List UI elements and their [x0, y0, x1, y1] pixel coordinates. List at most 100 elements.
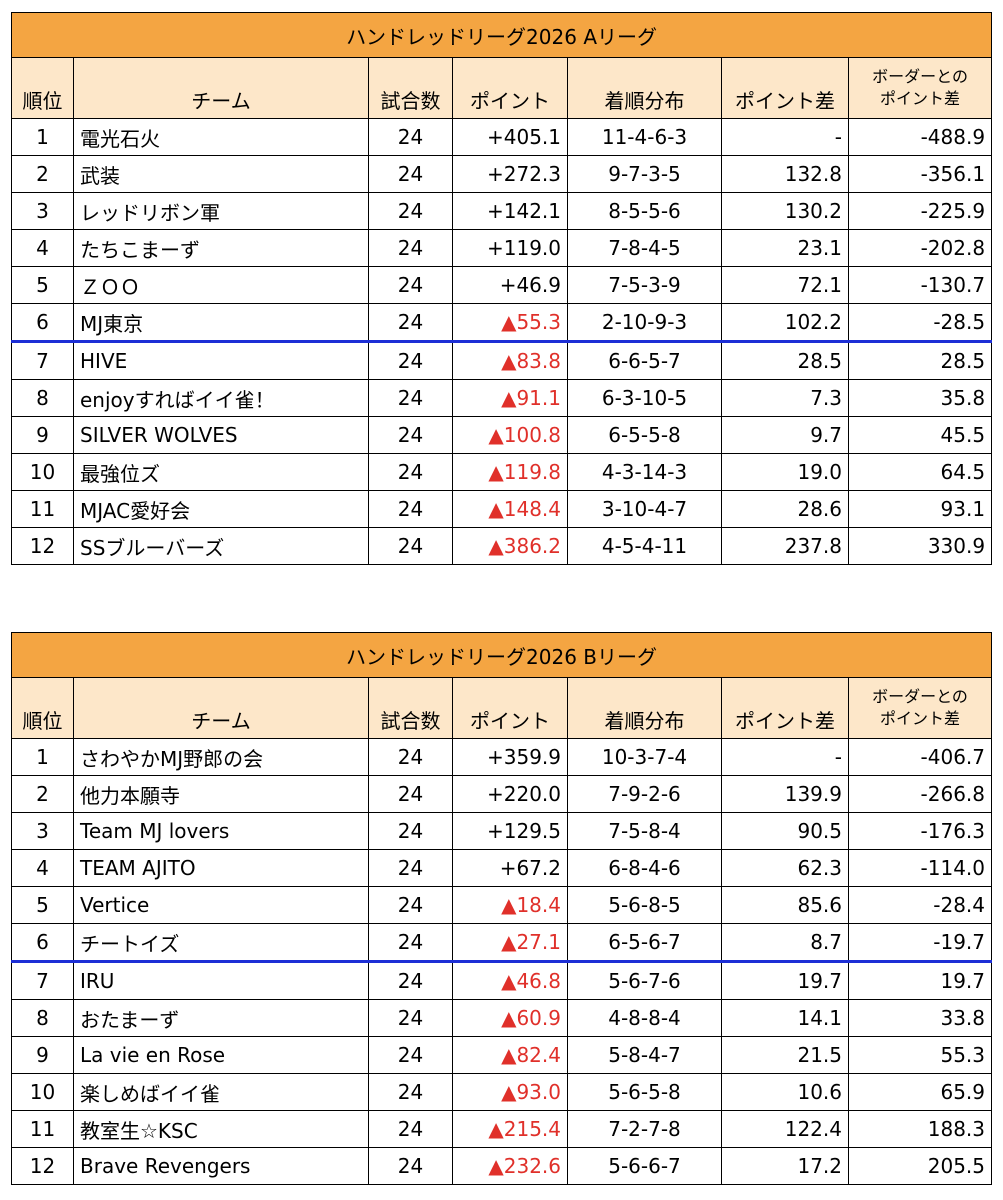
points-diff-cell: 19.0	[721, 453, 849, 491]
border-diff-cell: -114.0	[847, 849, 993, 887]
table-row: 7 HIVE 24 ▲83.8 6-6-5-7 28.5 28.5	[11, 341, 993, 380]
table-row: 3 レッドリボン軍 24 +142.1 8-5-5-6 130.2 -225.9	[11, 192, 993, 230]
distribution-cell: 4-3-14-3	[567, 453, 722, 491]
team-name-cell: TEAM AJITO	[73, 849, 369, 887]
table-row: 5 Vertice 24 ▲18.4 5-6-8-5 85.6 -28.4	[11, 886, 993, 924]
games-cell: 24	[368, 961, 453, 1000]
border-diff-cell: 19.7	[847, 961, 993, 1000]
distribution-cell: 5-6-7-6	[567, 961, 722, 1000]
team-name-cell: 電光石火	[73, 118, 369, 156]
distribution-cell: 3-10-4-7	[567, 490, 722, 528]
rank-cell: 12	[11, 527, 74, 565]
distribution-cell: 7-2-7-8	[567, 1110, 722, 1148]
rank-cell: 9	[11, 1036, 74, 1074]
border-diff-cell: -266.8	[847, 775, 993, 813]
points-diff-cell: 122.4	[721, 1110, 849, 1148]
header-rank: 順位	[11, 57, 74, 119]
games-cell: 24	[368, 453, 453, 491]
header-distribution: 着順分布	[567, 677, 722, 739]
distribution-cell: 11-4-6-3	[567, 118, 722, 156]
header-border-diff-line2: ポイント差	[880, 89, 961, 108]
games-cell: 24	[368, 490, 453, 528]
table-row: 11 MJAC愛好会 24 ▲148.4 3-10-4-7 28.6 93.1	[11, 490, 993, 528]
team-name-cell: 教室生☆KSC	[73, 1110, 369, 1148]
games-cell: 24	[368, 527, 453, 565]
points-diff-cell: 19.7	[721, 961, 849, 1000]
table-row: 1 さわやかMJ野郎の会 24 +359.9 10-3-7-4- -406.7	[11, 738, 993, 776]
points-cell: ▲91.1	[452, 379, 568, 417]
points-diff-cell: 21.5	[721, 1036, 849, 1074]
distribution-cell: 7-5-8-4	[567, 812, 722, 850]
border-diff-cell: 188.3	[847, 1110, 993, 1148]
points-cell: +359.9	[452, 738, 568, 776]
distribution-cell: 9-7-3-5	[567, 155, 722, 193]
team-name-cell: ＺＯＯ	[73, 266, 369, 304]
games-cell: 24	[368, 341, 453, 380]
header-border-diff: ボーダーとの ポイント差	[847, 57, 993, 119]
points-diff-cell: 237.8	[721, 527, 849, 565]
points-cell: ▲119.8	[452, 453, 568, 491]
border-diff-cell: 64.5	[847, 453, 993, 491]
border-diff-cell: -28.5	[847, 303, 993, 343]
points-diff-cell: 23.1	[721, 229, 849, 267]
border-diff-cell: 205.5	[847, 1147, 993, 1185]
games-cell: 24	[368, 738, 453, 776]
games-cell: 24	[368, 1073, 453, 1111]
table-row: 2 武装 24 +272.3 9-7-3-5 132.8 -356.1	[11, 155, 993, 193]
rank-cell: 6	[11, 923, 74, 963]
border-diff-cell: 45.5	[847, 416, 993, 454]
points-diff-cell: 132.8	[721, 155, 849, 193]
league-b-standings: ハンドレッドリーグ2026 Bリーグ 順位 チーム 試合数 ポイント 着順分布 …	[10, 632, 993, 1185]
distribution-cell: 5-6-8-5	[567, 886, 722, 924]
games-cell: 24	[368, 118, 453, 156]
team-name-cell: さわやかMJ野郎の会	[73, 738, 369, 776]
header-border-diff-line1: ボーダーとの	[872, 67, 968, 86]
league-title: ハンドレッドリーグ2026 Aリーグ	[10, 12, 993, 58]
table-row: 10 最強位ズ 24 ▲119.8 4-3-14-3 19.0 64.5	[11, 453, 993, 491]
rank-cell: 10	[11, 453, 74, 491]
team-name-cell: レッドリボン軍	[73, 192, 369, 230]
points-diff-cell: 72.1	[721, 266, 849, 304]
table-row: 8 enjoyすればイイ雀！ 24 ▲91.1 6-3-10-5 7.3 35.8	[11, 379, 993, 417]
points-diff-cell: 7.3	[721, 379, 849, 417]
points-diff-cell: 28.5	[721, 341, 849, 380]
points-diff-cell: 10.6	[721, 1073, 849, 1111]
table-row: 11 教室生☆KSC 24 ▲215.4 7-2-7-8 122.4 188.3	[11, 1110, 993, 1148]
border-diff-cell: 35.8	[847, 379, 993, 417]
distribution-cell: 5-8-4-7	[567, 1036, 722, 1074]
header-border-diff: ボーダーとの ポイント差	[847, 677, 993, 739]
points-cell: ▲215.4	[452, 1110, 568, 1148]
team-name-cell: SSブルーバーズ	[73, 527, 369, 565]
points-diff-cell: 17.2	[721, 1147, 849, 1185]
border-diff-cell: 93.1	[847, 490, 993, 528]
games-cell: 24	[368, 303, 453, 343]
points-cell: ▲148.4	[452, 490, 568, 528]
rank-cell: 6	[11, 303, 74, 343]
points-cell: ▲46.8	[452, 961, 568, 1000]
points-cell: +46.9	[452, 266, 568, 304]
points-diff-cell: 8.7	[721, 923, 849, 963]
points-cell: ▲27.1	[452, 923, 568, 963]
games-cell: 24	[368, 416, 453, 454]
border-diff-cell: -488.9	[847, 118, 993, 156]
points-diff-cell: 102.2	[721, 303, 849, 343]
rank-cell: 11	[11, 490, 74, 528]
distribution-cell: 7-9-2-6	[567, 775, 722, 813]
standings-table: ハンドレッドリーグ2026 Aリーグ 順位 チーム 試合数 ポイント 着順分布 …	[10, 12, 993, 565]
rank-cell: 8	[11, 999, 74, 1037]
rank-cell: 4	[11, 229, 74, 267]
team-name-cell: おたまーず	[73, 999, 369, 1037]
table-row: 10 楽しめばイイ雀 24 ▲93.0 5-6-5-8 10.6 65.9	[11, 1073, 993, 1111]
team-name-cell: HIVE	[73, 341, 369, 380]
table-row: 6 MJ東京 24 ▲55.3 2-10-9-3 102.2 -28.5	[11, 303, 993, 343]
distribution-cell: 6-3-10-5	[567, 379, 722, 417]
border-diff-cell: -406.7	[847, 738, 993, 776]
rank-cell: 5	[11, 886, 74, 924]
team-name-cell: IRU	[73, 961, 369, 1000]
games-cell: 24	[368, 229, 453, 267]
distribution-cell: 5-6-6-7	[567, 1147, 722, 1185]
team-name-cell: 楽しめばイイ雀	[73, 1073, 369, 1111]
table-row: 8 おたまーず 24 ▲60.9 4-8-8-4 14.1 33.8	[11, 999, 993, 1037]
rank-cell: 10	[11, 1073, 74, 1111]
header-points: ポイント	[452, 57, 568, 119]
